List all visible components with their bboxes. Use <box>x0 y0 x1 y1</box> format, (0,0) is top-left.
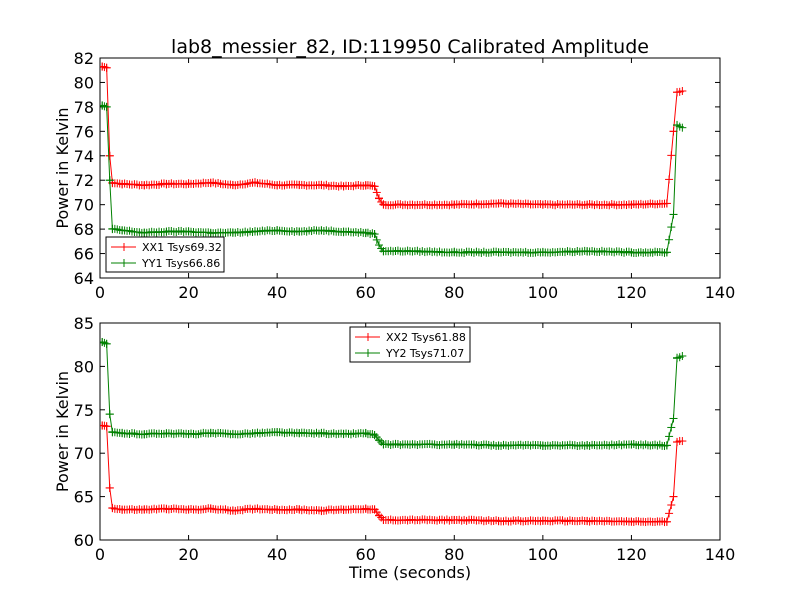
y-tick-label: 68 <box>74 220 94 239</box>
x-tick-label: 0 <box>95 545 105 564</box>
x-tick-label: 100 <box>528 283 559 302</box>
y-tick-label: 65 <box>74 488 94 507</box>
series-0 <box>100 421 687 527</box>
figure-title: lab8_messier_82, ID:119950 Calibrated Am… <box>171 36 649 58</box>
legend-label: XX2 Tsys61.88 <box>386 331 466 344</box>
x-tick-label: 60 <box>356 283 376 302</box>
x-tick-label: 40 <box>267 283 287 302</box>
y-tick-label: 72 <box>74 171 94 190</box>
y-tick-label: 74 <box>74 147 94 166</box>
series-markers <box>100 101 684 257</box>
y-axis-label: Power in Kelvin <box>53 371 72 492</box>
x-tick-label: 40 <box>267 545 287 564</box>
legend-box <box>349 326 471 363</box>
y-tick-label: 78 <box>74 98 94 117</box>
y-tick-label: 80 <box>74 357 94 376</box>
x-tick-label: 60 <box>356 545 376 564</box>
x-tick-label: 20 <box>178 545 198 564</box>
legend-label: YY2 Tsys71.07 <box>385 347 464 360</box>
legend-item: YY1 Tsys66.86 <box>111 257 220 270</box>
plot-top: 0 20 40 60 80 100 120 140 64 66 68 70 72 74 76 78 80 82 Po… <box>53 49 735 302</box>
legend-box <box>105 236 225 273</box>
legend: XX1 Tsys69.32 YY1 Tsys66.86 <box>105 236 225 273</box>
y-tick-label: 66 <box>74 245 94 264</box>
series-1 <box>100 101 687 257</box>
y-tick-label: 80 <box>74 73 94 92</box>
x-tick-label: 0 <box>95 283 105 302</box>
x-tick-label: 120 <box>616 283 647 302</box>
series-1 <box>100 337 687 451</box>
y-tick-label: 70 <box>74 444 94 463</box>
x-tick-label: 20 <box>178 283 198 302</box>
series-line <box>102 424 683 523</box>
x-tick-label: 80 <box>444 283 464 302</box>
y-tick-label: 60 <box>74 531 94 550</box>
x-tick-label: 80 <box>444 545 464 564</box>
legend-item: YY2 Tsys71.07 <box>355 347 464 360</box>
legend-label: XX1 Tsys69.32 <box>142 241 222 254</box>
y-tick-label: 85 <box>74 314 94 333</box>
x-tick-label: 100 <box>528 545 559 564</box>
legend-item: XX2 Tsys61.88 <box>355 331 466 344</box>
y-tick-label: 70 <box>74 196 94 215</box>
axes-frame <box>99 57 721 279</box>
y-tick-label: 82 <box>74 49 94 68</box>
x-tick-label: 140 <box>705 283 736 302</box>
x-axis-label: Time (seconds) <box>348 563 471 582</box>
series-markers <box>100 62 684 210</box>
y-tick-label: 76 <box>74 122 94 141</box>
y-tick-label: 75 <box>74 401 94 420</box>
plot-bottom: 0 20 40 60 80 100 120 140 60 65 70 75 80 85 Power in K… <box>53 314 735 582</box>
y-axis-label: Power in Kelvin <box>53 107 72 228</box>
legend-item: XX1 Tsys69.32 <box>111 241 222 254</box>
axes-frame <box>99 322 721 541</box>
series-line <box>102 105 683 253</box>
legend-label: YY1 Tsys66.86 <box>141 257 220 270</box>
y-tick-label: 64 <box>74 269 94 288</box>
legend: XX2 Tsys61.88 YY2 Tsys71.07 <box>349 326 471 363</box>
x-tick-label: 120 <box>616 545 647 564</box>
series-markers <box>100 421 684 527</box>
x-tick-label: 140 <box>705 545 736 564</box>
series-0 <box>100 62 687 210</box>
